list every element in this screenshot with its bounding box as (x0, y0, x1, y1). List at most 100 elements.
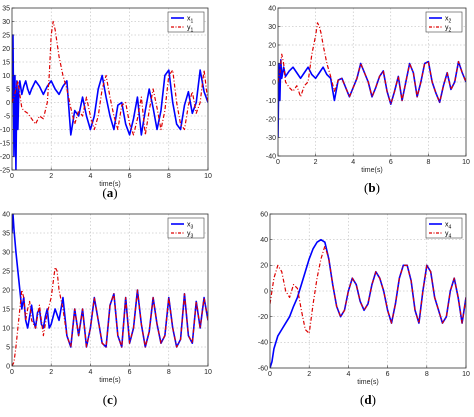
panel-caption: (a) (102, 185, 117, 200)
x-tick-label: 6 (128, 369, 132, 376)
series-line-y3 (12, 266, 208, 366)
series-group (12, 20, 208, 170)
y-tick-label: 30 (268, 24, 276, 31)
legend-label-y2: y2 (445, 24, 452, 33)
x-tick-label: 10 (462, 159, 470, 166)
legend-subscript: 1 (191, 27, 194, 33)
x-tick-label: 2 (49, 369, 53, 376)
plot-area (278, 8, 466, 156)
x-tick-label: 8 (167, 173, 171, 180)
series-line-y2 (278, 22, 466, 105)
y-tick-label: 5 (6, 344, 10, 351)
x-tick-label: 8 (167, 369, 171, 376)
y-tick-label: 10 (268, 61, 276, 68)
y-tick-label: 25 (2, 32, 10, 39)
y-tick-label: -20 (0, 154, 10, 161)
legend-label-y1: y1 (187, 24, 194, 33)
y-tick-label: -30 (266, 135, 276, 142)
y-tick-label: 60 (260, 211, 268, 218)
x-tick-label: 6 (389, 159, 393, 166)
panel-caption: (c) (103, 392, 117, 407)
x-tick-label: 0 (10, 369, 14, 376)
legend-label-y4: y4 (445, 230, 452, 239)
x-tick-label: 10 (204, 173, 212, 180)
x-axis-label: time(s) (361, 167, 382, 174)
x-tick-label: 10 (204, 369, 212, 376)
series-line-y1 (12, 20, 208, 136)
x-tick-label: 8 (425, 371, 429, 378)
y-tick-label: 35 (2, 5, 10, 12)
y-tick-label: 30 (2, 249, 10, 256)
legend-subscript: 3 (191, 233, 194, 239)
y-tick-label: 20 (268, 42, 276, 49)
legend-subscript: 4 (449, 224, 452, 230)
y-tick-label: 5 (6, 86, 10, 93)
x-tick-label: 10 (462, 371, 470, 378)
y-tick-label: -10 (266, 98, 276, 105)
y-tick-label: 0 (272, 79, 276, 86)
y-tick-label: 20 (2, 287, 10, 294)
series-line-y4 (270, 245, 466, 334)
legend-subscript: 1 (191, 18, 194, 24)
legend-label-x1: x1 (187, 15, 194, 24)
x-tick-label: 0 (276, 159, 280, 166)
series-group (270, 238, 466, 368)
y-tick-label: 40 (268, 5, 276, 12)
x-tick-label: 4 (351, 159, 355, 166)
y-tick-label: -40 (258, 340, 268, 347)
x-tick-label: 4 (88, 369, 92, 376)
x-axis-label: time(s) (357, 379, 378, 386)
panel-caption: (b) (364, 180, 380, 195)
y-tick-label: -25 (0, 167, 10, 174)
panel-caption: (d) (360, 392, 376, 407)
x-tick-label: 2 (314, 159, 318, 166)
x-tick-label: 4 (88, 173, 92, 180)
x-tick-label: 4 (346, 371, 350, 378)
legend-box (425, 217, 463, 239)
y-tick-label: 10 (2, 325, 10, 332)
y-tick-label: -60 (258, 365, 268, 372)
legend-label-x4: x4 (445, 221, 452, 230)
legend-box (167, 217, 205, 239)
legend-box (425, 11, 463, 33)
x-axis-label: time(s) (99, 377, 120, 384)
y-tick-label: 20 (260, 263, 268, 270)
y-tick-label: -5 (4, 113, 10, 120)
y-tick-label: 0 (6, 100, 10, 107)
series-group (12, 214, 208, 366)
legend-subscript: 2 (449, 27, 452, 33)
legend-label-x2: x2 (445, 15, 452, 24)
series-group (278, 22, 466, 138)
y-tick-label: 40 (260, 237, 268, 244)
x-tick-label: 2 (49, 173, 53, 180)
legend-subscript: 2 (449, 18, 452, 24)
y-tick-label: 40 (2, 211, 10, 218)
legend-subscript: 4 (449, 233, 452, 239)
legend-label-y3: y3 (187, 230, 194, 239)
x-tick-label: 0 (10, 173, 14, 180)
x-tick-label: 8 (426, 159, 430, 166)
x-tick-label: 6 (128, 173, 132, 180)
y-tick-label: 25 (2, 268, 10, 275)
y-tick-label: -20 (266, 116, 276, 123)
series-line-x3 (12, 214, 208, 348)
y-tick-label: 0 (264, 288, 268, 295)
y-tick-label: -15 (0, 140, 10, 147)
y-tick-label: 10 (2, 73, 10, 80)
y-tick-label: 20 (2, 46, 10, 53)
legend-label-x3: x3 (187, 221, 194, 230)
x-tick-label: 6 (386, 371, 390, 378)
y-tick-label: -40 (266, 153, 276, 160)
x-tick-label: 0 (268, 371, 272, 378)
chart-panel-1: 0 2 4 6 8 10 -25 -20 -15 -10 -5 0 5 10 15 20 25 30 35 time(… (0, 5, 212, 200)
x-tick-label: 2 (307, 371, 311, 378)
y-tick-label: 35 (2, 230, 10, 237)
